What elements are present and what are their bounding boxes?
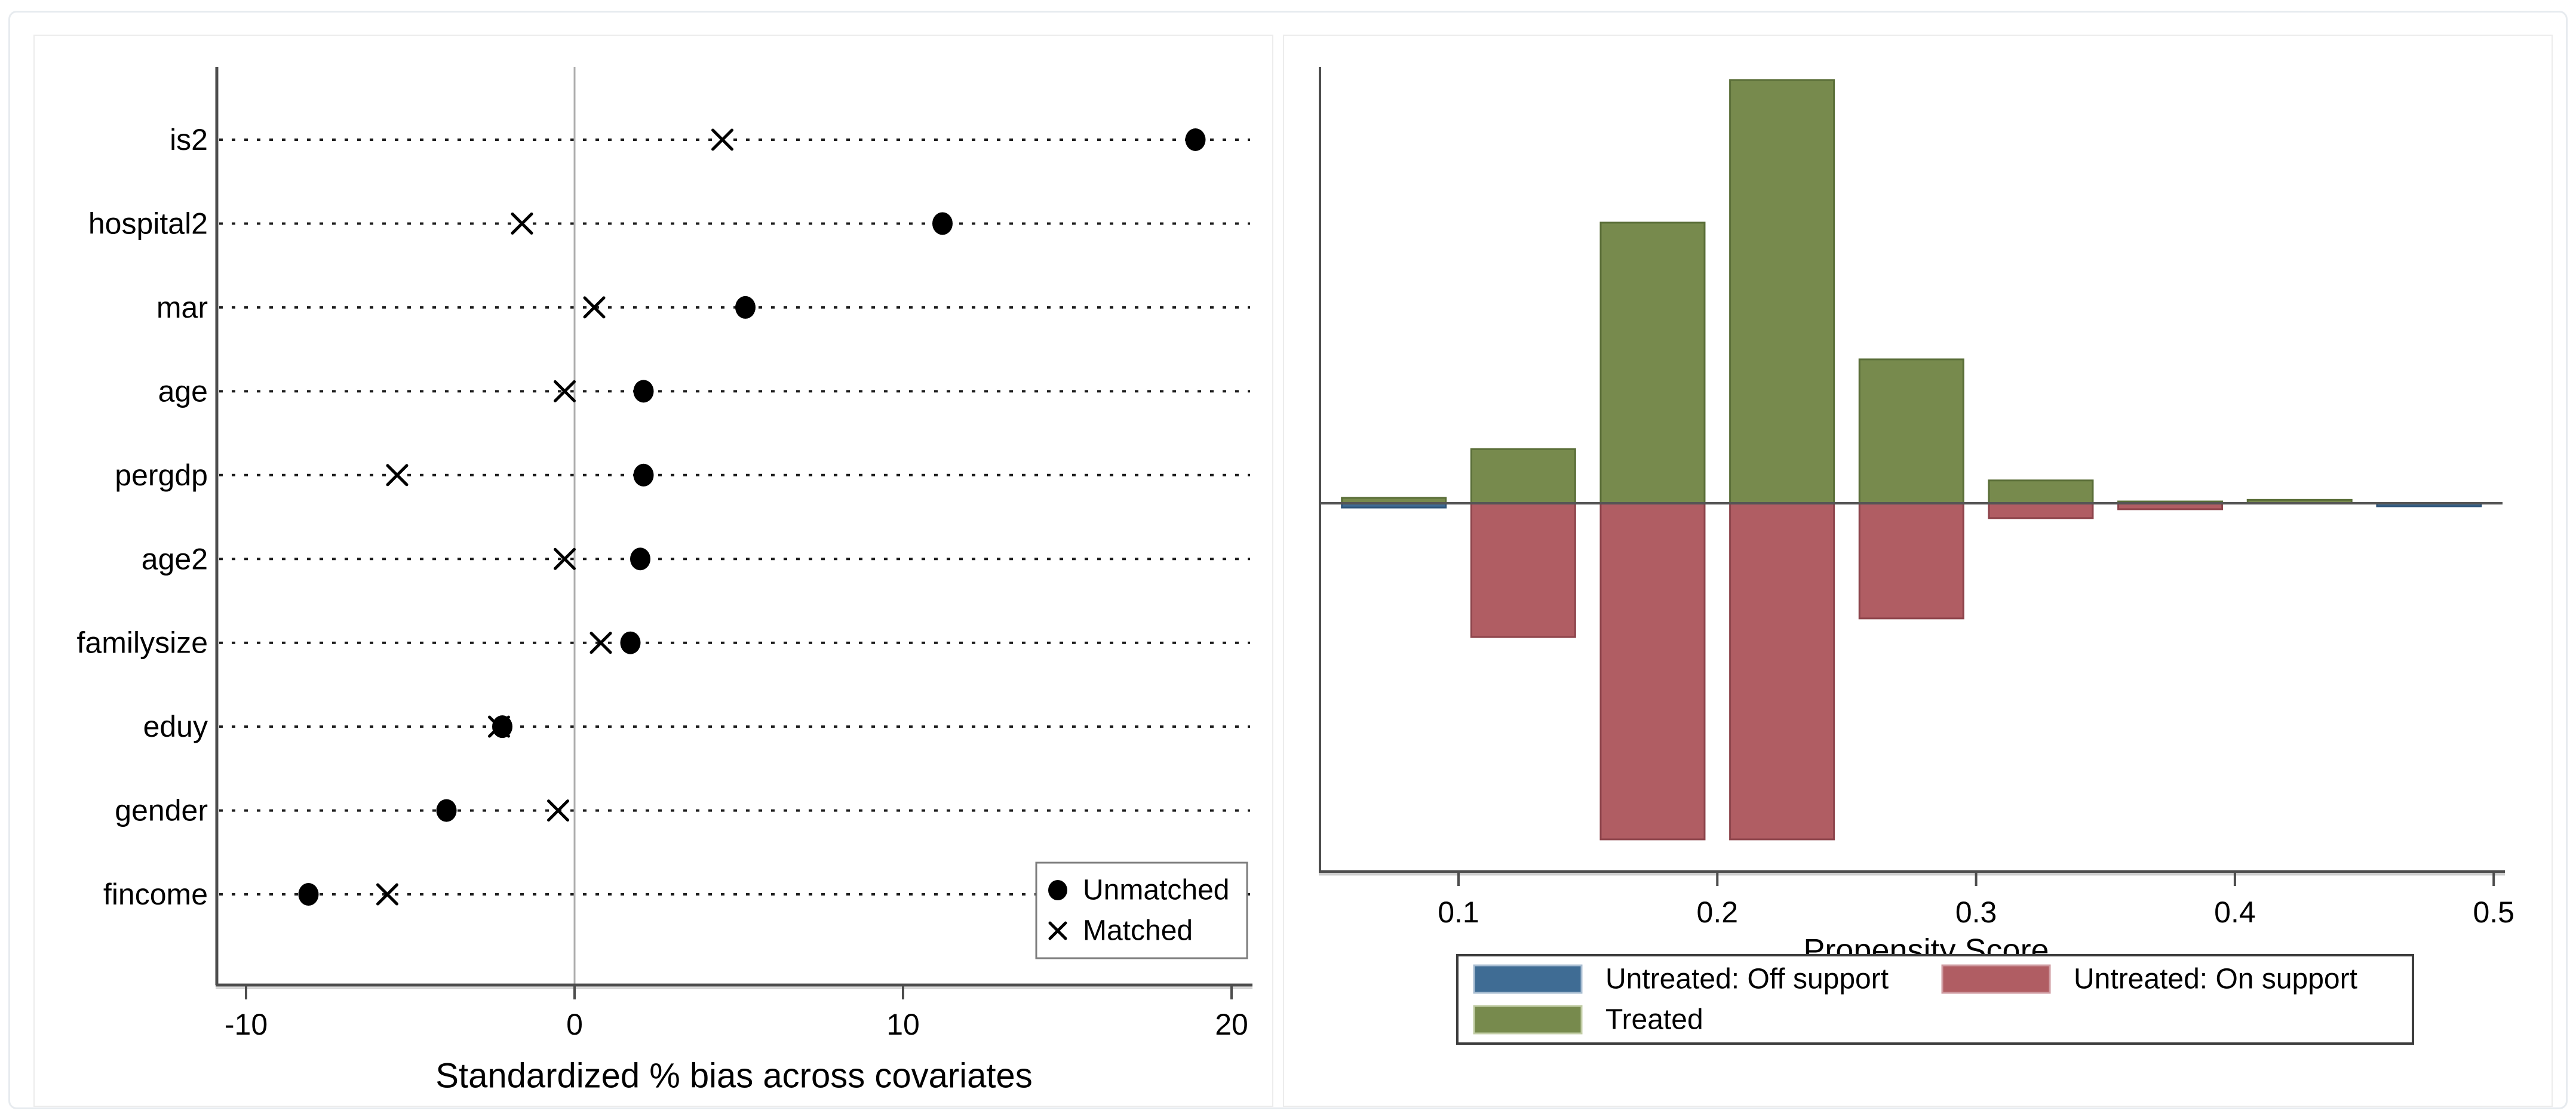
unmatched-marker [436, 799, 457, 822]
x-tick-label: 0 [566, 1008, 583, 1041]
matched-marker [386, 464, 409, 487]
y-axis-label: hospital2 [88, 207, 208, 240]
y-axis-label: pergdp [115, 459, 208, 492]
matched-marker [376, 883, 398, 906]
unmatched-marker [932, 212, 953, 235]
x-axis-title: Standardized % bias across covariates [435, 1057, 1032, 1096]
matched-marker [711, 128, 733, 151]
matched-marker [511, 212, 533, 235]
x-tick-label: 20 [1215, 1008, 1248, 1041]
unmatched-marker [633, 463, 654, 487]
unmatched-marker [620, 631, 641, 654]
matched-marker [589, 632, 612, 654]
y-axis-label: fincome [103, 878, 208, 911]
unmatched-marker [298, 883, 319, 906]
y-axis-label: familysize [77, 626, 208, 660]
y-axis-label: is2 [170, 123, 208, 156]
x-tick-label: -10 [225, 1008, 268, 1041]
unmatched-marker [630, 547, 650, 571]
legend-unmatched-label: Unmatched [1083, 875, 1229, 906]
matched-marker [583, 296, 606, 319]
legend-matched-marker [1048, 921, 1067, 940]
y-axis-label: gender [115, 794, 208, 827]
matched-marker [547, 799, 569, 822]
legend-box [1035, 861, 1248, 959]
y-axis-label: age2 [142, 542, 208, 576]
unmatched-marker [1185, 128, 1206, 151]
y-axis-label: age [158, 374, 208, 408]
unmatched-marker [633, 380, 654, 403]
matched-marker [554, 547, 576, 570]
y-axis-label: eduy [143, 710, 208, 743]
matched-marker [554, 380, 576, 402]
x-tick-label: 10 [886, 1008, 920, 1041]
unmatched-marker [492, 715, 512, 739]
legend-matched-label: Matched [1083, 915, 1193, 947]
legend-unmatched-marker [1048, 880, 1067, 900]
unmatched-marker [735, 296, 756, 319]
y-axis-label: mar [156, 291, 208, 324]
